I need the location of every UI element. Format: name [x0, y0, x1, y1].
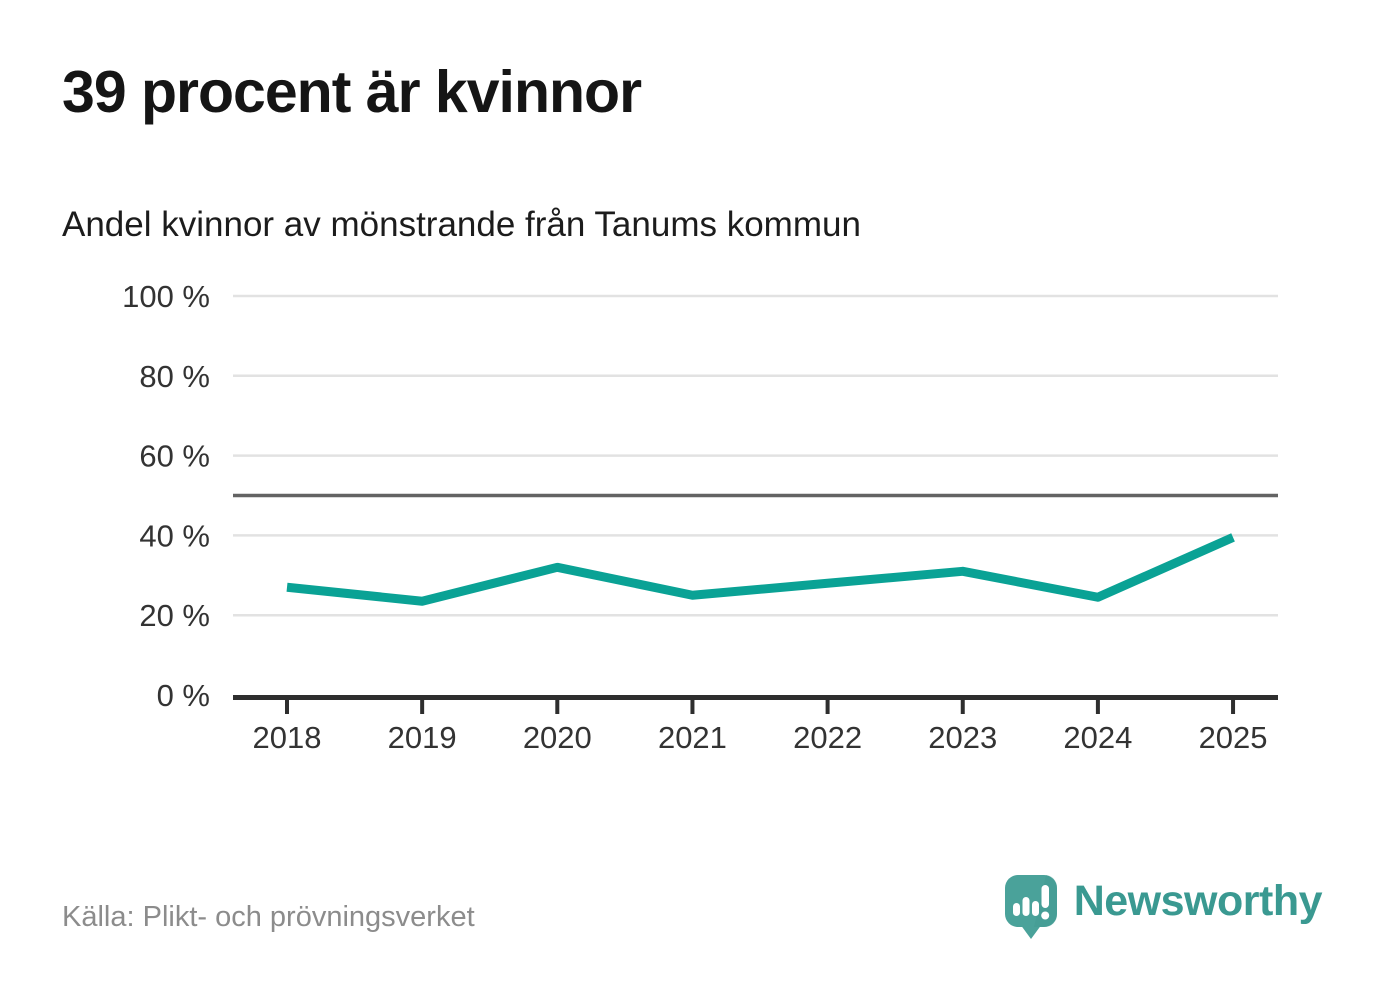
y-axis-tick-label: 60 % [139, 439, 210, 474]
y-axis-tick-label: 100 % [122, 279, 210, 314]
x-axis-tick-label: 2018 [253, 720, 322, 755]
x-axis-tick-label: 2023 [928, 720, 997, 755]
chart-subtitle: Andel kvinnor av mönstrande från Tanums … [62, 205, 861, 244]
brand-name: Newsworthy [1073, 876, 1323, 925]
y-axis-tick-label: 80 % [139, 359, 210, 394]
source-note: Källa: Plikt- och prövningsverket [62, 901, 475, 933]
x-axis-tick-label: 2020 [523, 720, 592, 755]
y-axis-tick-label: 40 % [139, 518, 210, 553]
page-title: 39 procent är kvinnor [62, 59, 642, 125]
y-axis-tick-label: 20 % [139, 598, 210, 633]
x-axis-tick-label: 2022 [793, 720, 862, 755]
data-line-series [286, 533, 1235, 606]
newsworthy-speech-bubble-chart-icon [1004, 875, 1057, 939]
x-axis-tick-label: 2019 [388, 720, 457, 755]
y-axis-tick-label: 0 % [157, 678, 210, 713]
x-axis-tick-label: 2025 [1199, 720, 1268, 755]
x-axis-tick-label: 2024 [1063, 720, 1132, 755]
newsworthy-logo: Newsworthy [1004, 874, 1323, 940]
x-axis-tick-label: 2021 [658, 720, 727, 755]
